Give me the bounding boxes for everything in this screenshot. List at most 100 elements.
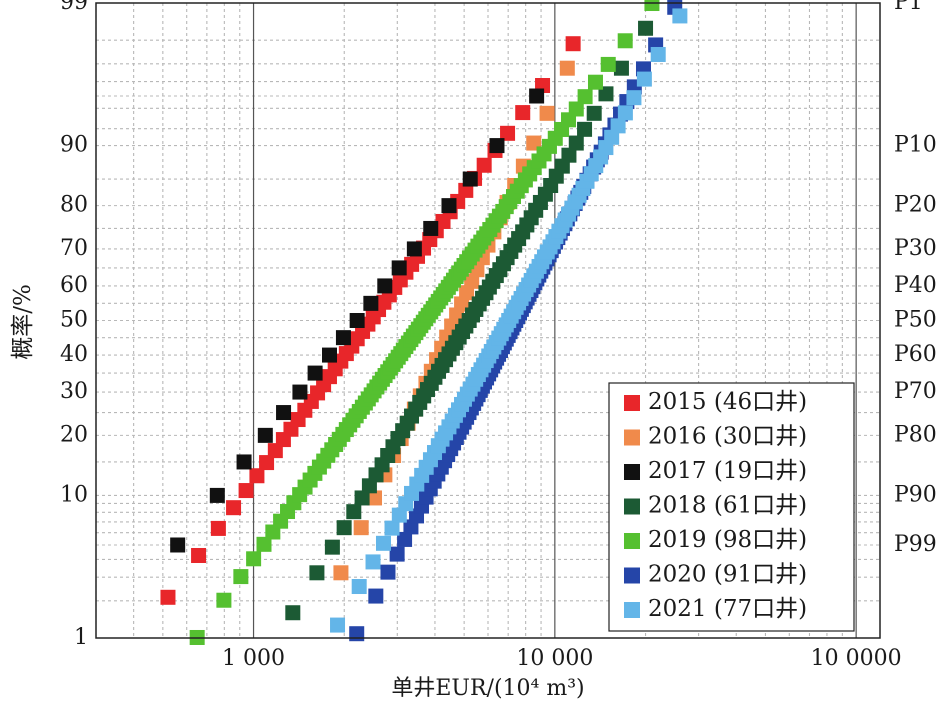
- data-point: [375, 535, 391, 551]
- y-tick-label: 50: [60, 308, 88, 333]
- legend-box: [608, 382, 855, 632]
- p-tick-label: P1: [894, 0, 923, 15]
- data-point: [209, 487, 225, 503]
- data-point: [336, 520, 352, 536]
- data-point: [462, 171, 478, 187]
- legend-swatch: [624, 429, 640, 446]
- data-point: [346, 504, 362, 520]
- data-point: [322, 347, 338, 363]
- legend-label: 2021 (77口井): [648, 596, 807, 622]
- data-point: [500, 125, 516, 141]
- data-point: [307, 365, 323, 381]
- data-point: [636, 71, 652, 87]
- data-point: [285, 605, 301, 621]
- legend-label: 2018 (61口井): [648, 493, 807, 519]
- x-tick-label: 10 000: [516, 646, 593, 671]
- legend-swatch: [624, 464, 640, 480]
- data-point: [577, 89, 593, 105]
- points-layer: [160, 0, 688, 645]
- data-point: [353, 520, 369, 536]
- y-tick-label: 90: [60, 133, 88, 158]
- legend: 2015 (46口井) 2016 (30口井) 2017 (19口井) 2018 (6…: [608, 382, 855, 632]
- y-tick-label: 60: [60, 273, 88, 298]
- data-point: [568, 101, 584, 117]
- data-point: [259, 455, 275, 471]
- p-tick-labels: P1 P10 P20 P30 P40 P50 P60 P70 P80 P90 P99: [894, 0, 937, 557]
- data-point: [160, 589, 176, 605]
- data-point: [638, 20, 654, 36]
- y-tick-label: 70: [60, 236, 88, 261]
- p-tick-label: P20: [894, 193, 937, 218]
- legend-label: 2020 (91口井): [648, 562, 807, 588]
- data-point: [333, 565, 349, 581]
- p-tick-label: P10: [894, 133, 937, 158]
- y-tick-label: 80: [60, 193, 88, 218]
- data-point: [257, 427, 273, 443]
- data-point: [349, 313, 365, 328]
- p-tick-label: P99: [894, 532, 937, 557]
- data-point: [236, 454, 252, 470]
- legend-label: 2016 (30口井): [648, 424, 807, 450]
- data-point: [397, 531, 413, 547]
- data-point: [610, 118, 626, 134]
- legend-swatch: [624, 498, 640, 515]
- y-tick-label: 1: [74, 625, 88, 650]
- y-tick-label: 99: [60, 0, 88, 15]
- data-point: [559, 60, 575, 76]
- p-tick-label: P30: [894, 236, 937, 261]
- data-point: [604, 129, 620, 145]
- data-point: [368, 588, 384, 604]
- data-point: [216, 592, 232, 608]
- data-point: [441, 198, 457, 214]
- legend-swatch: [624, 567, 640, 584]
- legend-swatch: [624, 395, 640, 411]
- data-point: [335, 330, 351, 346]
- data-point: [365, 554, 381, 570]
- x-tick-labels: 1 000 10 000 10 0000: [222, 646, 902, 671]
- x-axis-label: 单井EUR/(10⁴ m³): [391, 676, 584, 701]
- data-point: [464, 273, 480, 289]
- data-point: [600, 56, 616, 72]
- data-point: [458, 182, 474, 198]
- data-point: [598, 86, 614, 102]
- data-point: [330, 617, 346, 633]
- data-point: [406, 241, 422, 257]
- data-point: [391, 507, 407, 523]
- data-point: [324, 539, 340, 555]
- data-point: [587, 74, 603, 90]
- data-point: [354, 490, 370, 506]
- data-point: [459, 285, 475, 301]
- data-point: [349, 626, 365, 642]
- y-tick-labels: 1 10 20 30 40 50 60 70 80 90 99: [60, 0, 88, 650]
- y-axis-label: 概率/%: [10, 284, 36, 360]
- data-point: [617, 33, 633, 49]
- data-point: [380, 564, 396, 580]
- data-point: [529, 88, 545, 104]
- data-point: [650, 46, 666, 62]
- legend-swatch: [624, 533, 640, 549]
- data-point: [515, 105, 531, 121]
- data-point: [367, 490, 383, 506]
- data-point: [613, 60, 629, 76]
- y-tick-label: 40: [60, 342, 88, 367]
- data-point: [489, 138, 505, 154]
- legend-label: 2015 (46口井): [648, 389, 807, 415]
- y-tick-label: 20: [60, 422, 88, 447]
- data-point: [568, 135, 584, 151]
- p-tick-label: P60: [894, 342, 937, 367]
- data-point: [423, 220, 439, 236]
- data-point: [256, 536, 272, 552]
- data-point: [363, 295, 379, 311]
- data-point: [233, 569, 249, 585]
- data-point: [210, 520, 226, 536]
- data-point: [276, 405, 292, 421]
- data-point: [644, 0, 660, 12]
- p-tick-label: P50: [894, 308, 937, 333]
- legend-label: 2019 (98口井): [648, 527, 807, 553]
- data-point: [565, 36, 581, 52]
- p-tick-label: P90: [894, 482, 937, 507]
- data-point: [384, 520, 400, 536]
- data-point: [309, 565, 325, 581]
- data-point: [626, 90, 642, 106]
